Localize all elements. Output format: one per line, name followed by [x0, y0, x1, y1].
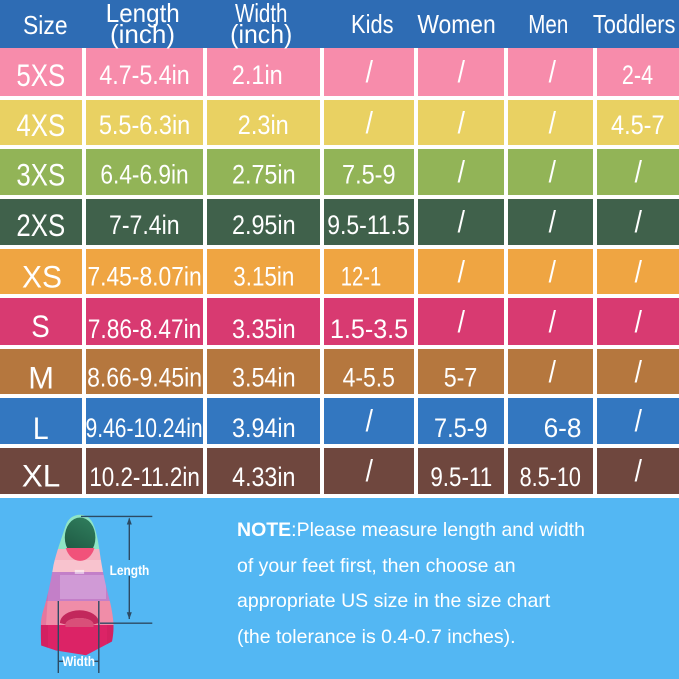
svg-text:Width: Width [62, 653, 95, 669]
svg-text:Length: Length [110, 562, 150, 578]
